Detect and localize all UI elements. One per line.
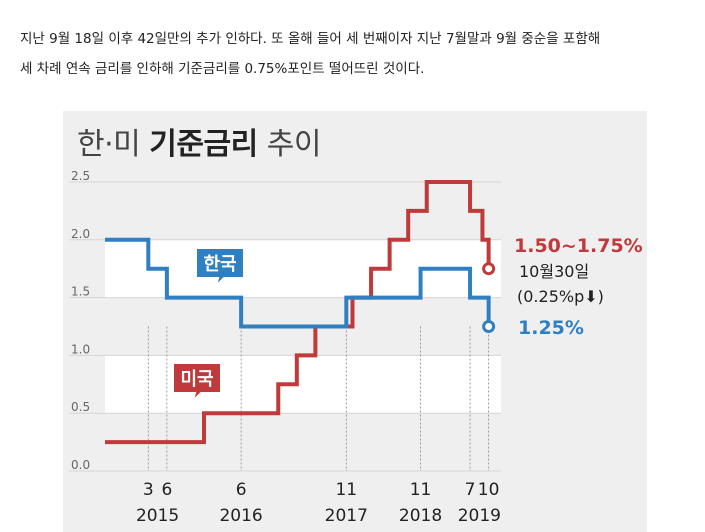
rate-chart-graphic: 한·미 기준금리 추이 0.0 0.5 1.0 1.5 2.0 2.5 3 6 6 11 11 7 10… bbox=[63, 111, 647, 532]
y-tick-label: 2.5 bbox=[71, 169, 90, 183]
chart-title-part3: 추이 bbox=[266, 127, 322, 162]
chart-title-part1: 한·미 bbox=[77, 127, 141, 162]
x-tick-month-label: 3 bbox=[143, 480, 154, 500]
series-name-korea-label: 한국 bbox=[203, 254, 236, 275]
x-tick-year-label: 2018 bbox=[399, 506, 442, 526]
series-line-us bbox=[105, 180, 491, 445]
series-name-us-bubble bbox=[172, 362, 222, 405]
x-tick-month-label: 6 bbox=[236, 480, 247, 500]
us-end-value-label: 1.50~1.75% bbox=[514, 235, 643, 257]
chart-title-part2: 기준금리 bbox=[149, 127, 258, 162]
chart-title: 한·미 기준금리 추이 bbox=[77, 119, 321, 163]
series-end-marker-us bbox=[482, 262, 496, 276]
y-tick-label: 1.5 bbox=[71, 285, 90, 299]
us-end-note-date: 10월30일 bbox=[519, 262, 589, 281]
y-tick-label: 2.0 bbox=[71, 227, 90, 241]
series-line-korea bbox=[105, 237, 491, 329]
grid-band bbox=[105, 355, 501, 414]
series-name-us-label: 미국 bbox=[180, 369, 213, 390]
x-tick-year-label: 2016 bbox=[219, 506, 262, 526]
x-tick-year-label: 2017 bbox=[325, 506, 368, 526]
article-text: 지난 9월 18일 이후 42일만의 추가 인하다. 또 올해 들어 세 번째이… bbox=[20, 24, 690, 84]
y-tick-label: 0.0 bbox=[71, 458, 90, 472]
article-line-1: 지난 9월 18일 이후 42일만의 추가 인하다. 또 올해 들어 세 번째이… bbox=[20, 31, 601, 47]
x-tick-month-label: 11 bbox=[410, 480, 432, 500]
y-tick-label: 0.5 bbox=[71, 400, 90, 414]
series-name-korea-bubble bbox=[195, 247, 245, 290]
korea-end-value-label: 1.25% bbox=[518, 317, 584, 339]
x-tick-month-label: 7 bbox=[465, 480, 476, 500]
x-tick-year-label: 2019 bbox=[458, 506, 501, 526]
x-tick-month-label: 10 bbox=[478, 480, 500, 500]
y-tick-label: 1.0 bbox=[71, 342, 90, 356]
series-end-marker-korea bbox=[482, 320, 496, 333]
x-tick-month-label: 11 bbox=[335, 480, 357, 500]
article-line-2: 세 차례 연속 금리를 인하해 기준금리를 0.75%포인트 떨어뜨린 것이다. bbox=[20, 61, 425, 77]
x-tick-month-label: 6 bbox=[161, 480, 172, 500]
us-end-note-change: (0.25%p⬇) bbox=[517, 287, 604, 306]
x-tick-year-label: 2015 bbox=[136, 506, 179, 526]
